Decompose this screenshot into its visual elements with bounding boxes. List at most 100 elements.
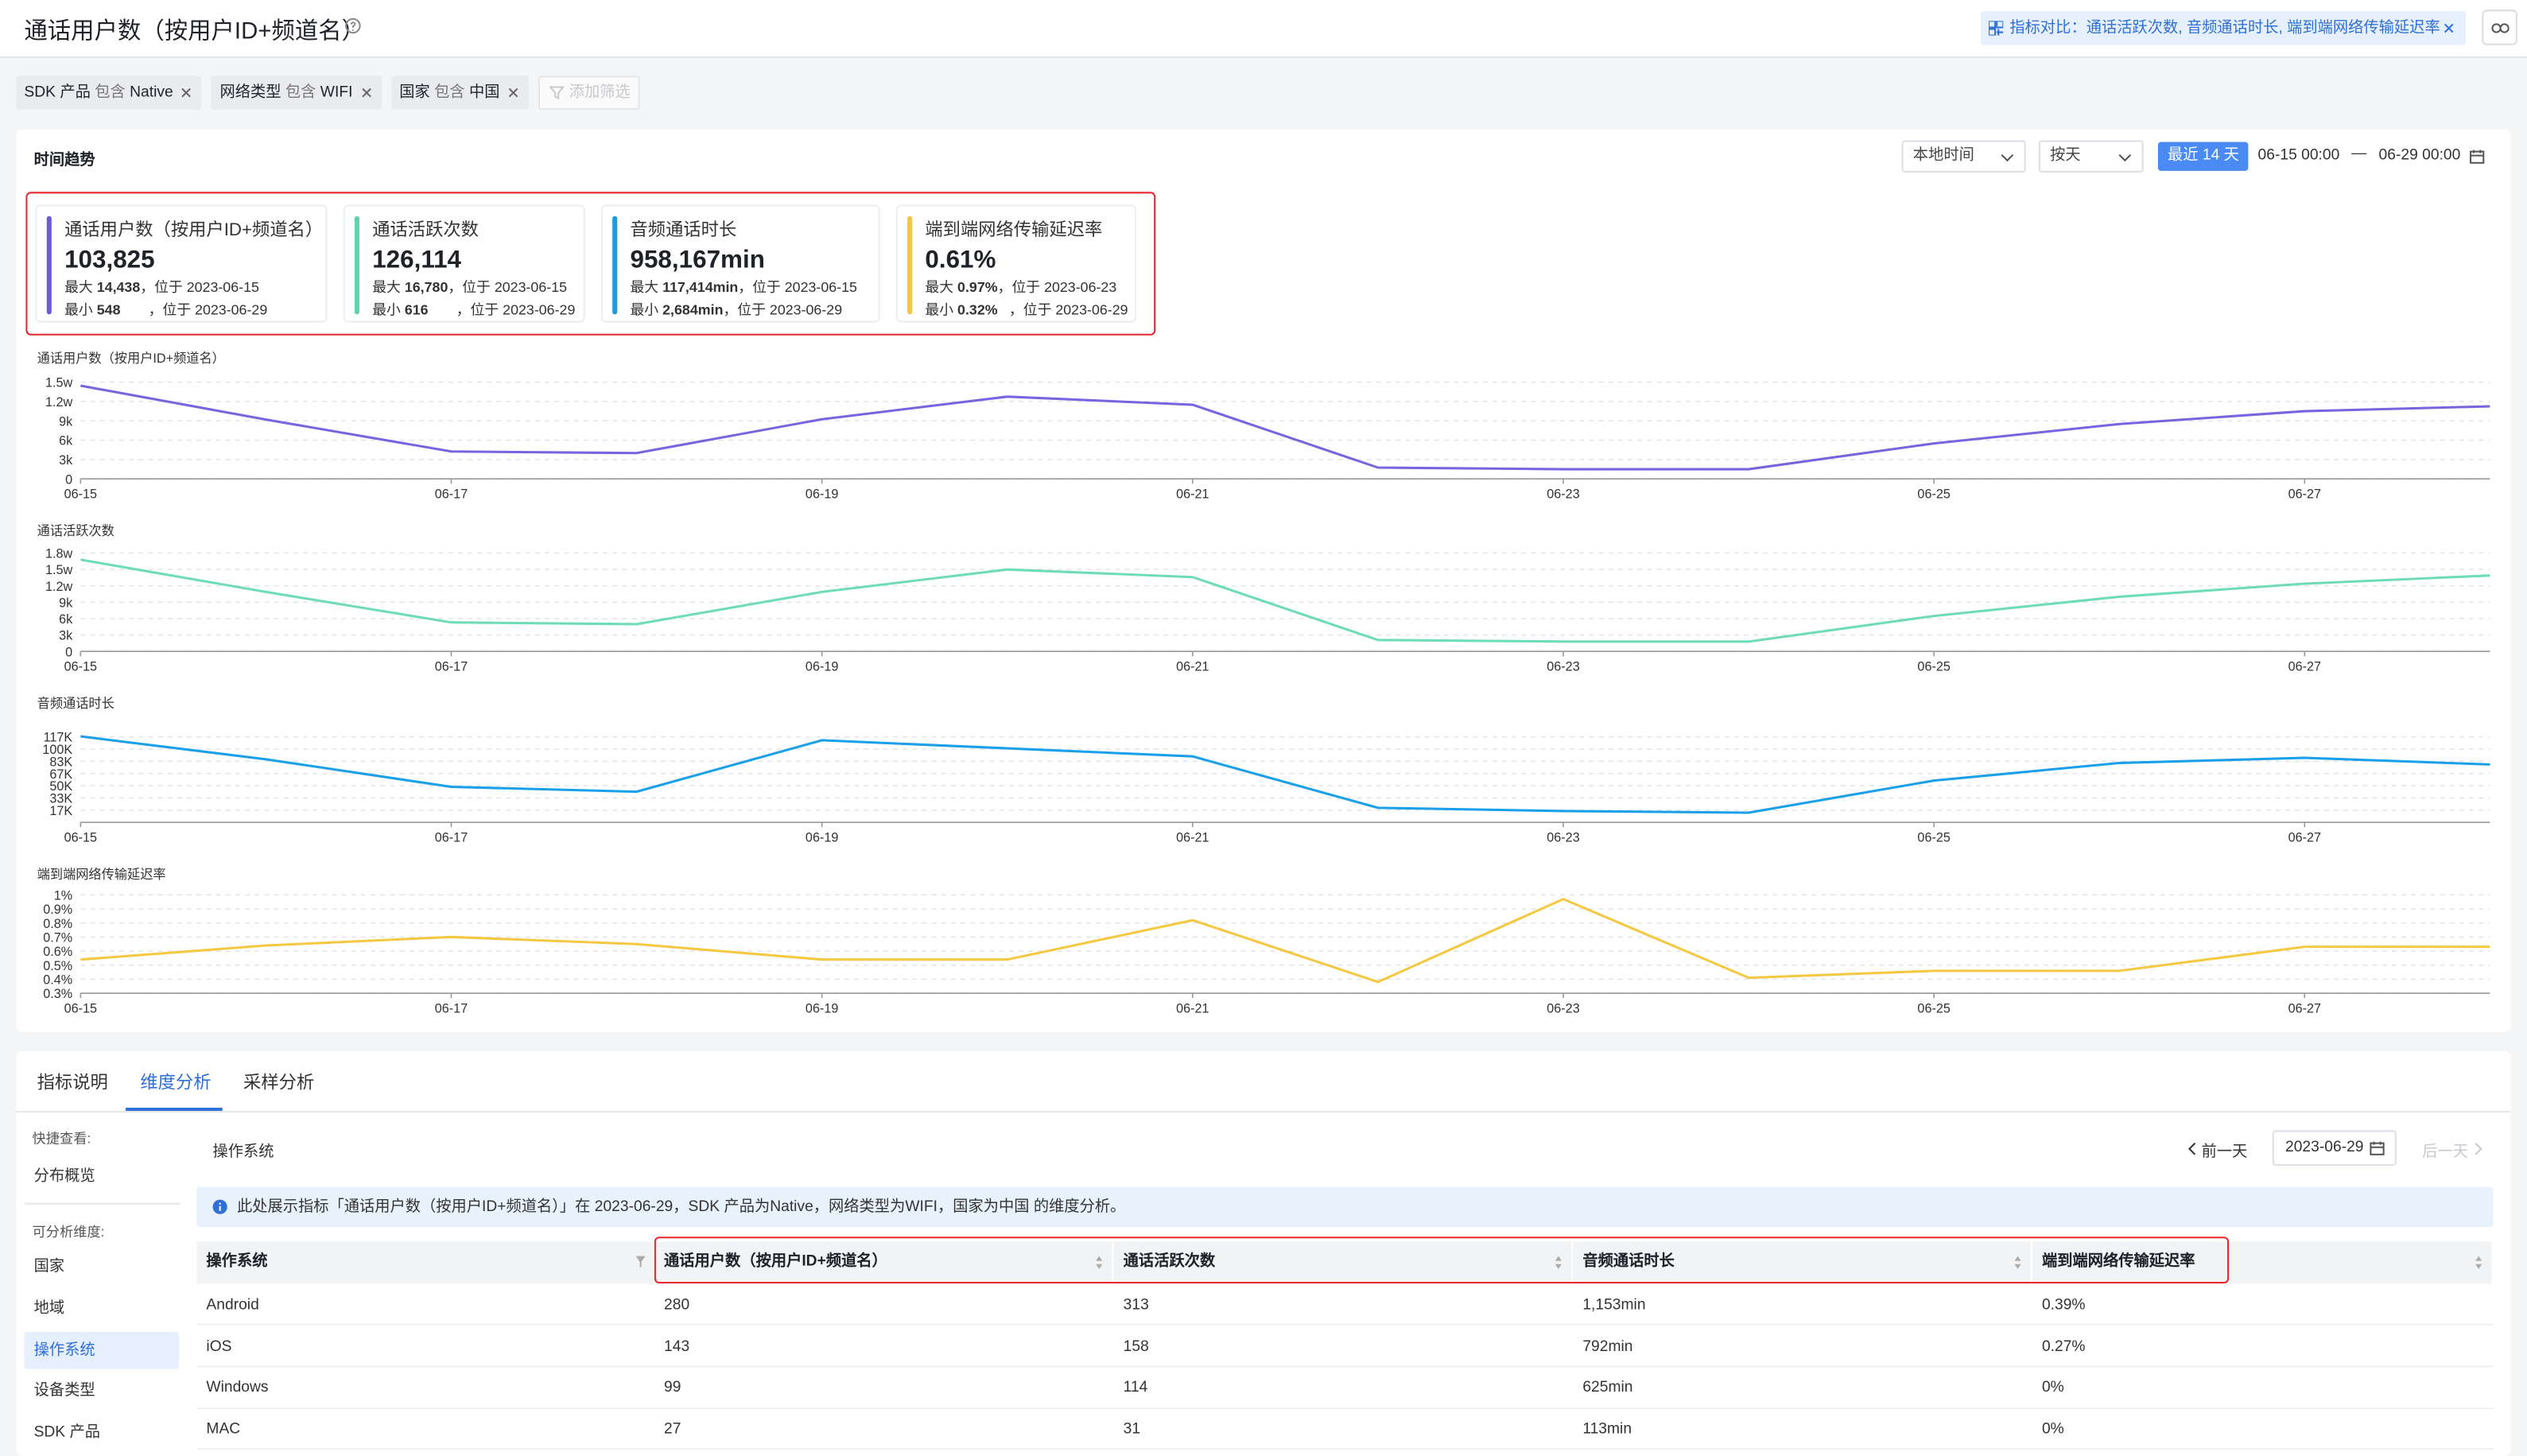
column-header[interactable]: 操作系统: [196, 1241, 654, 1284]
sidebar-item[interactable]: 国家: [33, 1257, 65, 1275]
info-bar: 此处展示指标「通话用户数（按用户ID+频道名）」在 2023-06-29，SDK…: [196, 1186, 2494, 1228]
filter-field: 国家: [399, 83, 430, 102]
next-day-button[interactable]: 后一天: [2422, 1139, 2482, 1161]
column-title: 音频通话时长: [1582, 1252, 1675, 1271]
card-min-row: 最小 548 ，位于 2023-06-29: [64, 298, 325, 320]
card-accent: [612, 215, 618, 315]
card-max: 16,780: [404, 278, 448, 296]
column-title: 通话活跃次数: [1123, 1252, 1216, 1271]
y-tick-label: 1.5w: [45, 563, 73, 577]
table-cell: 0%: [2041, 1379, 2064, 1397]
column-title: 端到端网络传输延迟率: [2041, 1252, 2195, 1271]
row-divider: [196, 1448, 2494, 1450]
x-tick-label: 06-25: [1917, 1001, 1950, 1015]
select[interactable]: 本地时间: [1901, 140, 2026, 173]
card-max-label: 最大: [372, 278, 401, 296]
x-tick-label: 06-17: [435, 830, 468, 844]
card-name: 端到端网络传输延迟率: [925, 220, 1103, 241]
section-title: 时间趋势: [33, 151, 95, 169]
y-tick-label: 6k: [59, 612, 73, 627]
tab[interactable]: 指标说明: [37, 1074, 108, 1093]
y-tick-label: 9k: [59, 596, 73, 610]
table-cell: 0.39%: [2041, 1296, 2086, 1314]
sort-icon: [1096, 1256, 1103, 1269]
y-tick-label: 0.8%: [43, 917, 72, 931]
card-value: 958,167min: [630, 247, 765, 274]
filter-field: SDK 产品: [24, 83, 91, 102]
card-max-label: 最大: [925, 278, 954, 296]
x-tick-label: 06-21: [1176, 660, 1209, 674]
chart-title: 通话活跃次数: [37, 524, 115, 538]
card-max-date: ，位于 2023-06-15: [448, 278, 568, 296]
compare-badge[interactable]: 指标对比：通话活跃次数, 音频通话时长, 端到端网络传输延迟率: [1980, 11, 2467, 45]
card-max-date: ，位于 2023-06-15: [738, 278, 857, 296]
sidebar-item[interactable]: 设备类型: [33, 1382, 95, 1400]
remove-icon: [361, 87, 371, 98]
tab[interactable]: 采样分析: [243, 1074, 315, 1093]
card-max-date: ，位于 2023-06-15: [140, 278, 259, 296]
chart-title: 通话用户数（按用户ID+频道名）: [37, 351, 225, 366]
line-series: [80, 558, 2490, 643]
filter-chip[interactable]: 国家 包含 中国: [391, 76, 530, 110]
y-tick-label: 83K: [49, 755, 72, 769]
chevron-icon: [2001, 153, 2014, 162]
metric-card: 通话活跃次数 126,114 最大 16,780，位于 2023-06-15 最小 6…: [343, 204, 585, 323]
card-min-row: 最小 616 ，位于 2023-06-29: [372, 298, 584, 320]
y-tick-label: 3k: [59, 453, 73, 468]
metric-card: 通话用户数（按用户ID+频道名） 103,825 最大 14,438，位于 2023…: [35, 204, 328, 323]
card-min: 0.32%: [957, 301, 998, 318]
tab-underline: [126, 1108, 223, 1112]
calendar-icon: [2470, 149, 2485, 164]
tab[interactable]: 维度分析: [140, 1074, 212, 1093]
select[interactable]: 按天: [2038, 140, 2144, 173]
x-tick-label: 06-23: [1547, 487, 1579, 502]
y-tick-label: 0.6%: [43, 945, 72, 959]
card-min-label: 最小: [372, 301, 401, 318]
sidebar-item[interactable]: SDK 产品: [33, 1423, 101, 1442]
card-max-row: 最大 117,414min，位于 2023-06-15: [630, 276, 878, 298]
compare-text: 指标对比：通话活跃次数, 音频通话时长, 端到端网络传输延迟率: [2009, 19, 2440, 37]
table-cell: 99: [664, 1379, 681, 1397]
x-tick-label: 06-21: [1176, 1001, 1209, 1015]
table-cell: 280: [664, 1296, 690, 1314]
y-tick-label: 1.2w: [45, 395, 73, 410]
card-min-row: 最小 0.32% ，位于 2023-06-29: [925, 298, 1134, 320]
dimension-title: 操作系统: [212, 1143, 274, 1161]
add-filter-text: 添加筛选: [569, 83, 631, 102]
line-series: [80, 384, 2490, 471]
card-min: 2,684min: [662, 301, 724, 318]
x-tick-label: 06-27: [2288, 830, 2321, 844]
link-button[interactable]: [2482, 10, 2517, 45]
date-picker[interactable]: 2023-06-29: [2272, 1130, 2397, 1167]
x-tick-label: 06-23: [1547, 660, 1579, 674]
sidebar-item[interactable]: 地域: [33, 1299, 65, 1318]
table-cell: Windows: [206, 1379, 269, 1397]
card-max-label: 最大: [630, 278, 659, 296]
x-tick-label: 06-15: [64, 1001, 97, 1015]
card-min-date: ，位于 2023-06-29: [1008, 301, 1128, 318]
filter-chip[interactable]: SDK 产品 包含 Native: [16, 76, 203, 110]
sidebar-item[interactable]: 分布概览: [33, 1167, 95, 1186]
range-tag[interactable]: 最近 14 天: [2157, 142, 2249, 171]
table-cell: 143: [664, 1338, 690, 1356]
column-header[interactable]: 端到端网络传输延迟率: [2032, 1241, 2494, 1284]
card-max-date: ，位于 2023-06-23: [997, 278, 1117, 296]
column-header[interactable]: 通话用户数（按用户ID+频道名）: [654, 1241, 1114, 1284]
prev-day-text: 前一天: [2201, 1143, 2248, 1161]
next-day-text: 后一天: [2422, 1143, 2469, 1161]
column-title: 通话用户数（按用户ID+频道名）: [664, 1252, 887, 1271]
chart-title: 端到端网络传输延迟率: [37, 867, 166, 882]
add-filter-button[interactable]: 添加筛选: [538, 76, 640, 110]
sidebar-item[interactable]: 操作系统: [24, 1331, 179, 1369]
column-header[interactable]: 通话活跃次数: [1114, 1241, 1574, 1284]
x-tick-label: 06-25: [1917, 660, 1950, 674]
y-tick-label: 0.7%: [43, 930, 72, 945]
metric-card: 音频通话时长 958,167min 最大 117,414min，位于 2023-06…: [600, 204, 880, 323]
y-tick-label: 1.2w: [45, 580, 73, 594]
prev-day-button[interactable]: 前一天: [2187, 1139, 2247, 1161]
card-min-label: 最小: [64, 301, 93, 318]
filter-chip[interactable]: 网络类型 包含 WIFI: [212, 76, 382, 110]
info-text: 此处展示指标「通话用户数（按用户ID+频道名）」在 2023-06-29，SDK…: [236, 1198, 1126, 1216]
column-header[interactable]: 音频通话时长: [1573, 1241, 2032, 1284]
